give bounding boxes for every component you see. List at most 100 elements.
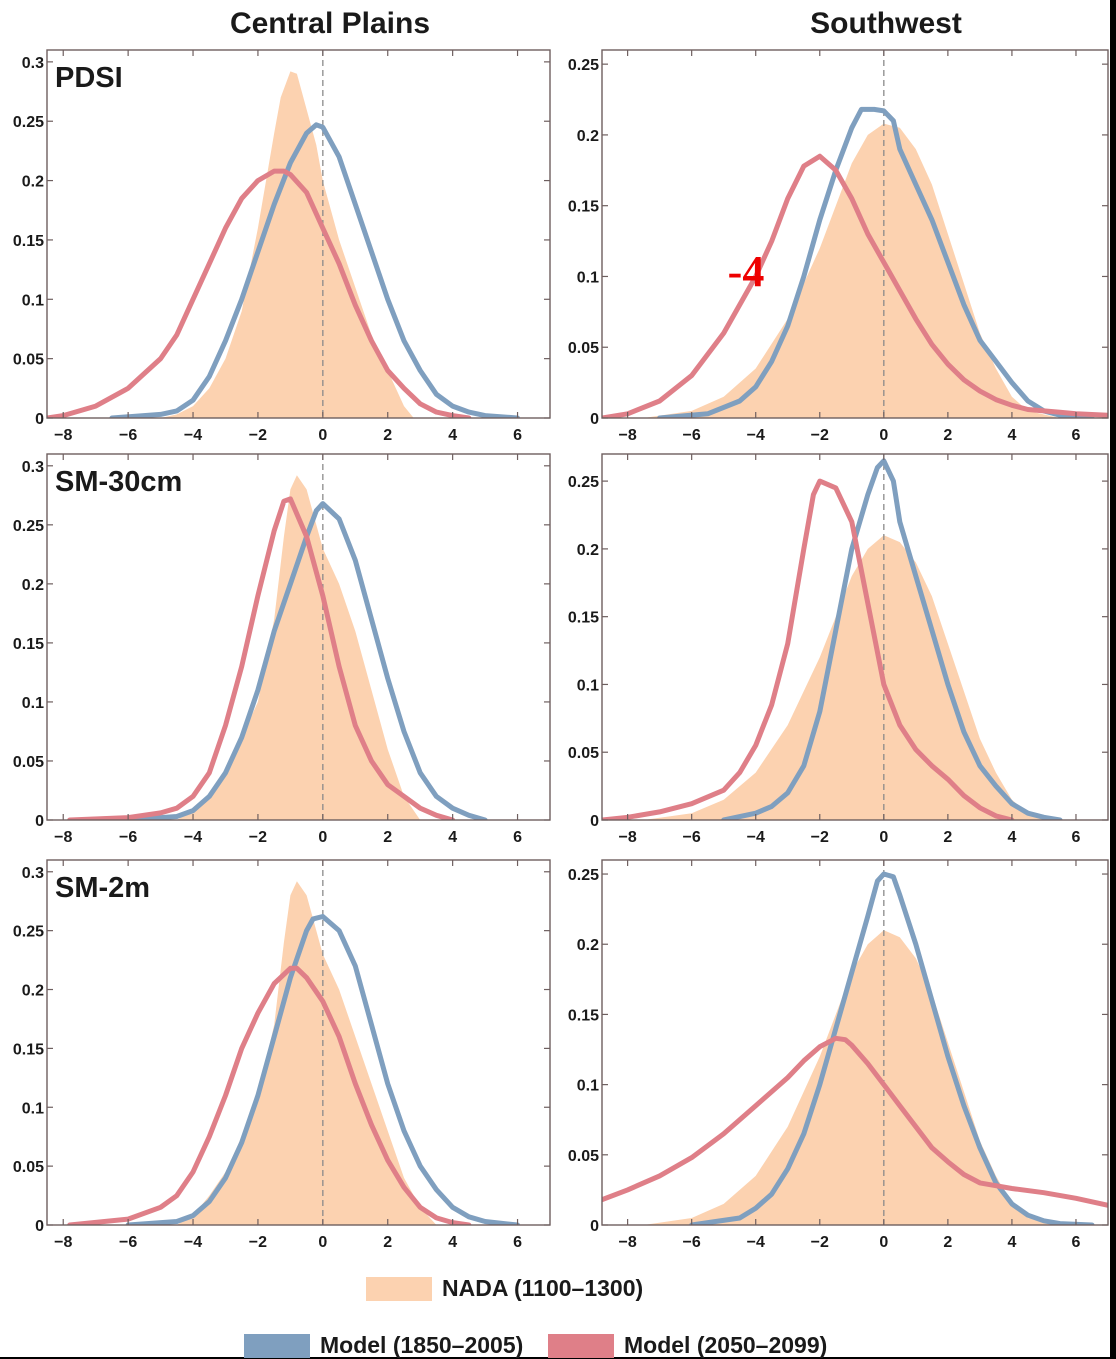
y-tick-label: 0.05	[13, 352, 44, 369]
x-tick-label: −8	[618, 829, 636, 846]
x-tick-label: −8	[54, 829, 72, 846]
model-future-line	[67, 965, 472, 1225]
axes-frame	[46, 49, 551, 419]
x-tick-label: −8	[54, 1234, 72, 1251]
x-tick-label: −2	[249, 829, 267, 846]
panel-1: −8 −6 −4 −2 0 2 4 6 0 0.05 0.1 0.15 0.2 0.25 0.3 PDSI	[13, 49, 551, 444]
y-tick-label: 0	[35, 813, 44, 830]
x-tick-label: 6	[1072, 1234, 1081, 1251]
legend-model-future: Model (2050–2099)	[548, 1332, 827, 1359]
y-tick-label: 0.15	[568, 1007, 599, 1024]
y-tick-label: 0.1	[577, 677, 599, 694]
x-tick-label: −4	[184, 829, 202, 846]
y-tick-label: 0.3	[22, 459, 44, 476]
model-hist-line	[657, 106, 1095, 418]
y-tick-label: 0.2	[22, 174, 44, 191]
x-tick-label: −4	[184, 427, 202, 444]
y-tick-label: 0.1	[22, 695, 44, 712]
x-tick-label: 0	[318, 829, 327, 846]
panel-5: −8 −6 −4 −2 0 2 4 6 0 0.05 0.1 0.15 0.2 0.25 0.3 SM-2m	[13, 859, 551, 1251]
plot-area	[67, 454, 488, 820]
model-future-line	[47, 168, 472, 418]
y-tick-label: 0.25	[13, 924, 44, 941]
panel-3: −8 −6 −4 −2 0 2 4 6 0 0.05 0.1 0.15 0.2 0.25 0.3 SM-30c…	[13, 453, 551, 846]
y-tick-label: 0	[590, 411, 599, 428]
x-tick-label: −2	[249, 1234, 267, 1251]
y-tick-label: 0	[590, 813, 599, 830]
x-tick-label: 0	[879, 1234, 888, 1251]
x-tick-label: −2	[249, 427, 267, 444]
x-tick-label: −6	[683, 829, 701, 846]
model-hist-line	[125, 501, 488, 820]
legend-nada-label: NADA (1100–1300)	[442, 1275, 644, 1301]
y-tick-label: 0.15	[568, 199, 599, 216]
x-tick-label: −2	[811, 427, 829, 444]
y-tick-label: 0.3	[22, 55, 44, 72]
legend-model-hist-swatch	[244, 1333, 310, 1358]
legend-model-hist-label: Model (1850–2005)	[320, 1332, 524, 1358]
y-tick-label: 0.15	[568, 610, 599, 627]
x-tick-label: 0	[318, 1234, 327, 1251]
y-tick-label: 0.05	[568, 1148, 599, 1165]
model-future-line	[602, 1035, 1108, 1208]
panel-6: −8 −6 −4 −2 0 2 4 6 0 0.05 0.1 0.15 0.2 0.25	[568, 859, 1109, 1251]
x-tick-label: 2	[943, 427, 952, 444]
x-tick-label: −6	[119, 1234, 137, 1251]
x-tick-label: 0	[318, 427, 327, 444]
axes-frame	[601, 49, 1109, 419]
column-title-1: Central Plains	[230, 7, 430, 40]
panel-4: −8 −6 −4 −2 0 2 4 6 0 0.05 0.1 0.15 0.2 0.25	[568, 453, 1109, 846]
y-tick-label: 0.05	[568, 745, 599, 762]
x-tick-label: −6	[683, 1234, 701, 1251]
model-hist-line	[109, 122, 520, 418]
x-tick-label: 0	[879, 427, 888, 444]
x-tick-label: 2	[383, 829, 392, 846]
y-tick-label: 0.2	[22, 983, 44, 1000]
panel-2: −8 −6 −4 −2 0 2 4 6 0 0.05 0.1 0.15 0.2 0.25	[568, 49, 1109, 444]
x-tick-label: 0	[879, 829, 888, 846]
x-tick-label: −2	[811, 1234, 829, 1251]
plot-area	[67, 860, 520, 1225]
y-tick-label: 0.05	[13, 754, 44, 771]
y-tick-label: 0.25	[13, 114, 44, 131]
y-tick-label: 0.25	[568, 474, 599, 491]
y-tick-label: 0.05	[13, 1159, 44, 1176]
x-tick-label: −4	[747, 829, 765, 846]
y-tick-label: 0.2	[577, 128, 599, 145]
x-tick-label: −6	[119, 829, 137, 846]
legend-model-hist: Model (1850–2005)	[244, 1332, 523, 1359]
x-tick-label: −6	[683, 427, 701, 444]
row-label: SM-2m	[55, 872, 150, 904]
y-tick-label: 0.15	[13, 636, 44, 653]
x-tick-label: −8	[618, 1234, 636, 1251]
axes-frame	[601, 859, 1109, 1226]
x-tick-label: 2	[383, 427, 392, 444]
x-tick-label: −8	[618, 427, 636, 444]
y-tick-label: 0.15	[13, 233, 44, 250]
x-tick-label: 4	[1007, 829, 1016, 846]
x-tick-label: 4	[448, 427, 457, 444]
model-hist-line	[125, 914, 520, 1225]
y-tick-label: 0.3	[22, 865, 44, 882]
x-tick-label: −2	[811, 829, 829, 846]
x-tick-label: 4	[448, 1234, 457, 1251]
x-tick-label: −8	[54, 427, 72, 444]
legend-nada: NADA (1100–1300)	[366, 1275, 643, 1302]
column-title-2: Southwest	[810, 7, 962, 40]
y-tick-label: 0.2	[577, 937, 599, 954]
y-tick-label: 0.1	[577, 1078, 599, 1095]
x-tick-label: 6	[1072, 829, 1081, 846]
y-tick-label: 0.15	[13, 1041, 44, 1058]
model-hist-line	[689, 871, 1095, 1225]
x-tick-label: −4	[747, 427, 765, 444]
legend-nada-swatch	[366, 1276, 432, 1301]
row-label: SM-30cm	[55, 466, 182, 498]
x-tick-label: 6	[513, 1234, 522, 1251]
axes-frame	[46, 859, 551, 1226]
axes-frame	[46, 453, 551, 821]
y-tick-label: 0.25	[568, 867, 599, 884]
y-tick-label: 0	[35, 411, 44, 428]
y-tick-label: 0.25	[568, 57, 599, 74]
